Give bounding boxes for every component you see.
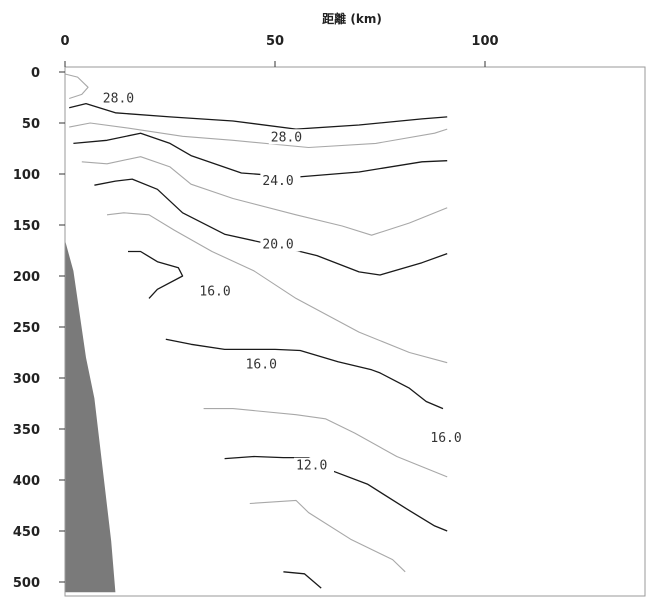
x-tick-marks [64,61,486,67]
y-tick-marks [59,71,65,583]
x-tick-0: 0 [60,34,69,49]
contour-line-c-16a [128,250,184,299]
contour-label-bg [197,283,238,299]
contour-line-c-28b [69,122,448,149]
contour-label-24: 24.0 [262,174,293,189]
contour-line-c-24 [73,132,448,178]
contour-line-c-10 [249,499,406,573]
plot-frame [64,66,646,597]
contour-label-bg [294,457,334,473]
contour-line-c-16b [165,338,444,410]
contour-label-12: 12.0 [296,459,327,474]
y-tick-250: 250 [13,321,40,336]
contour-label-16-a: 16.0 [199,284,230,299]
contour-label-bg [260,236,301,252]
contour-line-c-8 [283,571,322,589]
x-tick-100: 100 [471,34,498,49]
contour-label-bg [100,90,141,106]
contour-line-c-12 [224,455,448,532]
y-tick-350: 350 [13,423,40,438]
y-tick-50: 50 [22,117,40,132]
y-tick-300: 300 [13,372,40,387]
contour-label-bg [268,129,309,145]
contour-label-20: 20.0 [262,237,293,252]
contour-label-bg [260,173,301,189]
contour-layer [64,73,448,589]
contour-line-c-28a [69,102,448,130]
contour-line-c-20 [94,178,448,276]
contour-label-28-b: 28.0 [271,130,302,145]
contour-label-16-c: 16.0 [430,431,461,446]
contour-label-layer: 28.0 28.0 24.0 20.0 16.0 16.0 16.0 12.0 [100,90,469,474]
y-tick-200: 200 [13,270,40,285]
contour-line-c-bowl [64,73,89,100]
y-tick-500: 500 [13,576,40,591]
terrain-layer [65,240,116,593]
seafloor-terrain [65,240,116,593]
x-axis-label: 距離 (km) [322,11,382,26]
contour-label-28-a: 28.0 [103,92,134,107]
x-tick-50: 50 [266,34,284,49]
contour-label-16-b: 16.0 [246,358,277,373]
contour-label-bg [243,356,284,372]
contour-line-c-20b [106,212,448,364]
y-tick-450: 450 [13,525,40,540]
contour-line-c-14 [203,408,448,478]
y-tick-0: 0 [31,66,40,81]
contour-label-bg [428,430,469,446]
y-tick-150: 150 [13,219,40,234]
y-tick-400: 400 [13,474,40,489]
contour-line-c-24b [81,156,448,236]
y-tick-100: 100 [13,168,40,183]
